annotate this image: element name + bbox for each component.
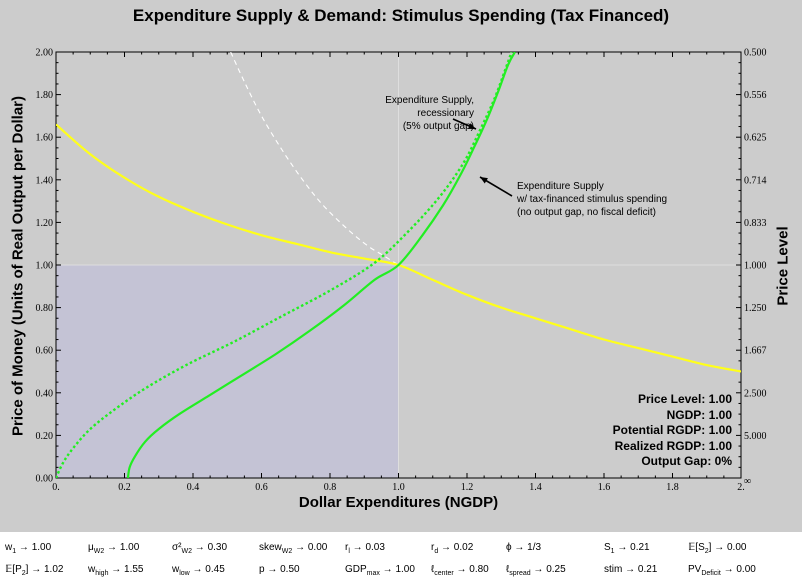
y-tick-label-right: 0.714 — [744, 175, 767, 186]
y-tick-label-left: 2.00 — [36, 48, 54, 59]
y-tick-label-left: 0.00 — [36, 474, 54, 485]
y-tick-label-right: 1.250 — [744, 303, 767, 314]
parameter-readout: w1 → 1.00 μW2 → 1.00 σ²W2 → 0.30 skewW2 → 0… — [0, 538, 802, 586]
stat-output-gap: Output Gap: 0% — [641, 454, 732, 468]
y-tick-label-right: 0.500 — [744, 48, 767, 59]
param-row1-4: rl → 0.03 — [345, 542, 385, 555]
x-tick-label: 0.4 — [187, 482, 200, 493]
y-tick-label-right: 1.000 — [744, 261, 767, 272]
param-row1-0: w1 → 1.00 — [5, 542, 52, 555]
annotation-recessionary-line: (5% output gap) — [403, 121, 474, 132]
x-tick-label: 1.2 — [461, 482, 474, 493]
y-tick-label-right: 2.500 — [744, 388, 767, 399]
x-tick-label: 1.4 — [529, 482, 542, 493]
x-tick-label: 0.8 — [324, 482, 337, 493]
x-tick-label: 0.6 — [255, 482, 268, 493]
param-row2-8: PVDeficit → 0.00 — [688, 564, 756, 577]
param-row2-7: stim → 0.21 — [604, 564, 658, 575]
y-tick-label-right: 0.833 — [744, 218, 767, 229]
annotation-recessionary-line: recessionary — [417, 108, 474, 119]
annotation-stimulus-line: Expenditure Supply — [517, 181, 604, 192]
chart-plot: 0. 0.2 0.4 0.6 0.8 1.0 1.2 1.4 1.6 1.8 2. 0.00 0.20 0… — [36, 48, 767, 494]
x-axis-label: Dollar Expenditures (NGDP) — [298, 494, 499, 511]
y-tick-label-left: 0.60 — [36, 346, 54, 357]
supply-curve-stimulus — [126, 52, 516, 478]
annotation-arrow-recessionary-head — [468, 123, 476, 129]
x-tick-label: 0. — [52, 482, 60, 493]
stats-box: Price Level: 1.00 NGDP: 1.00 Potential R… — [613, 392, 732, 470]
y-tick-label-left: 1.20 — [36, 218, 54, 229]
stat-realized-rgdp: Realized RGDP: 1.00 — [614, 438, 732, 453]
stat-potential-rgdp: Potential RGDP: 1.00 — [612, 423, 732, 437]
param-row1-5: rd → 0.02 — [431, 542, 474, 555]
chart-title: Expenditure Supply & Demand: Stimulus Sp… — [132, 6, 670, 25]
param-row1-8: 𝔼[S2] → 0.00 — [688, 542, 747, 555]
param-row2-6: ℓspread → 0.25 — [506, 564, 566, 577]
annotation-recessionary-line: Expenditure Supply, — [385, 95, 474, 106]
param-row2-0: 𝔼[P2] → 1.02 — [5, 564, 64, 577]
param-row2-1: whigh → 1.55 — [88, 564, 144, 577]
annotation-stimulus-line: w/ tax-financed stimulus spending — [516, 194, 667, 205]
y-tick-label-right: 5.000 — [744, 431, 767, 442]
y-tick-label-left: 0.40 — [36, 388, 54, 399]
x-tick-label: 2. — [737, 482, 745, 493]
param-row1-6: ϕ → 1/3 — [506, 542, 542, 553]
y-tick-label-right: ∞ — [744, 476, 751, 487]
x-tick-label: 1.6 — [598, 482, 611, 493]
param-row2-2: wlow → 0.45 — [172, 564, 225, 577]
y-tick-label-right: 1.667 — [744, 346, 767, 357]
y-tick-label-right: 0.625 — [744, 133, 767, 144]
x-tick-label: 1.0 — [392, 482, 405, 493]
stat-ngdp: NGDP: 1.00 — [666, 407, 732, 422]
param-row1-2: σ²W2 → 0.30 — [172, 542, 228, 555]
param-row2-3: p → 0.50 — [259, 564, 300, 575]
y-tick-label-right: 0.556 — [744, 90, 767, 101]
x-tick-label: 1.8 — [666, 482, 679, 493]
y-tick-label-left: 1.40 — [36, 175, 54, 186]
annotation-arrow-stimulus-head — [480, 177, 488, 184]
param-row1-3: skewW2 → 0.00 — [259, 542, 328, 555]
expenditure-region — [56, 265, 399, 478]
param-row1-1: μW2 → 1.00 — [88, 542, 140, 555]
y-tick-label-left: 1.60 — [36, 133, 54, 144]
x-tick-label: 0.2 — [118, 482, 131, 493]
y-tick-label-left: 1.00 — [36, 261, 54, 272]
param-row2-4: GDPmax → 1.00 — [345, 564, 415, 577]
stat-price-level: Price Level: 1.00 — [637, 392, 732, 406]
param-row2-5: ℓcenter → 0.80 — [431, 564, 489, 577]
param-row1-7: S1 → 0.21 — [604, 542, 650, 555]
supply-curve-recessionary — [56, 52, 513, 478]
y-tick-label-left: 0.80 — [36, 303, 54, 314]
reference-dashed-curve — [230, 52, 399, 266]
y-tick-label-left: 1.80 — [36, 90, 54, 101]
y-tick-label-left: 0.20 — [36, 431, 54, 442]
annotation-stimulus-line: (no output gap, no fiscal deficit) — [517, 207, 656, 218]
